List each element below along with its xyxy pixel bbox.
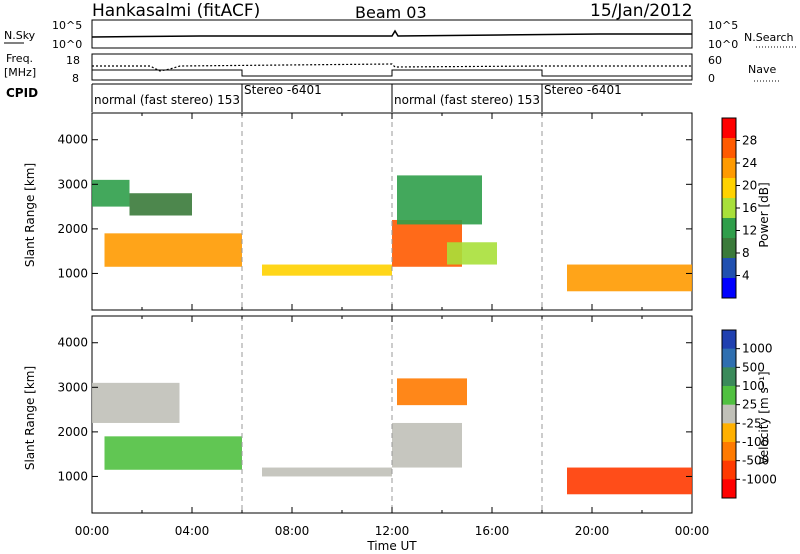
freq-label-1: Freq. [6, 52, 33, 65]
data-region [104, 233, 242, 267]
colorbar-tick-label: 8 [742, 246, 750, 260]
x-tick-label: 08:00 [275, 524, 310, 538]
data-region [92, 382, 180, 423]
colorbar-tick-label: -25 [742, 416, 762, 430]
cpid-row: normal (fast stereo) 153 Stereo -6401 norm… [91, 83, 692, 112]
y-axis-label-power: Slant Range [km] [23, 163, 37, 267]
colorbar-tick-label: -1000 [742, 472, 777, 486]
cpid-segment-label: Stereo -6401 [544, 83, 622, 97]
colorbar-swatch [722, 178, 736, 199]
y-tick-label: 3000 [57, 380, 88, 394]
cpid-segment-label: normal (fast stereo) 153 [394, 93, 540, 107]
nsky-label: N.Sky [4, 29, 36, 42]
colorbar-swatch [722, 118, 736, 139]
beam-title: Beam 03 [355, 3, 427, 22]
data-region [567, 467, 692, 495]
velocity-panel: 4000 3000 2000 1000 [57, 315, 693, 514]
data-region [129, 193, 192, 216]
y-tick-label: 3000 [57, 177, 88, 191]
y-tick-label: 1000 [57, 469, 88, 483]
y-tick-label: 4000 [57, 133, 88, 147]
x-tick-label: 12:00 [375, 524, 410, 538]
data-region [104, 436, 242, 470]
colorbar-tick-label: 20 [742, 179, 757, 193]
colorbar-swatch [722, 386, 736, 406]
nsky-trace [91, 29, 692, 38]
colorbar-swatch [722, 258, 736, 279]
colorbar-tick-label: 28 [742, 134, 757, 148]
freq-label-2: [MHz] [4, 66, 36, 79]
nsearch-tick-high: 10^5 [708, 19, 738, 32]
nsearch-label: N.Search [744, 31, 794, 44]
x-tick-label: 16:00 [475, 524, 510, 538]
y-tick-label: 2000 [57, 222, 88, 236]
freq-tick-high: 18 [66, 54, 80, 67]
nave-tick-low: 0 [708, 72, 715, 85]
colorbar-tick-label: 16 [742, 201, 757, 215]
colorbar-tick-label: -500 [742, 454, 769, 468]
data-region [567, 264, 692, 292]
freq-tick-low: 8 [72, 72, 79, 85]
colorbar-swatch [722, 348, 736, 368]
y-tick-label: 1000 [57, 266, 88, 280]
data-region [447, 242, 497, 265]
nave-label: Nave [748, 63, 776, 76]
colorbar-tick-label: 100 [742, 379, 765, 393]
colorbar-swatch [722, 238, 736, 259]
colorbar-tick-label: 12 [742, 224, 757, 238]
power-panel: 4000 3000 2000 1000 [57, 112, 693, 311]
x-tick-label: 00:00 [75, 524, 110, 538]
station-title: Hankasalmi (fitACF) [92, 1, 260, 21]
data-region [262, 264, 392, 276]
colorbar-tick-label: -100 [742, 435, 769, 449]
colorbar-swatch [722, 158, 736, 179]
x-axis-label: Time UT [366, 539, 417, 553]
y-axis-label-velocity: Slant Range [km] [23, 366, 37, 470]
nsky-tick-low: 10^0 [52, 38, 82, 51]
data-region [92, 179, 130, 207]
colorbar-tick-label: 24 [742, 156, 757, 170]
y-tick-label: 2000 [57, 425, 88, 439]
data-region [397, 378, 467, 406]
x-tick-label: 04:00 [175, 524, 210, 538]
colorbar-swatch [722, 367, 736, 387]
colorbar-swatch [722, 330, 736, 350]
nsearch-tick-low: 10^0 [708, 38, 738, 51]
x-axis: 00:00 04:00 08:00 12:00 16:00 20:00 00:00 [75, 524, 710, 538]
colorbar-swatch [722, 479, 736, 499]
nsky-tick-high: 10^5 [52, 19, 82, 32]
colorbar-tick-label: 25 [742, 398, 757, 412]
colorbar-swatch [722, 423, 736, 443]
nave-tick-high: 60 [708, 54, 722, 67]
cpid-segment-label: normal (fast stereo) 153 [94, 93, 240, 107]
power-colorbar: 28 24 20 16 12 8 4 [721, 117, 757, 299]
cpid-segment-label: Stereo -6401 [244, 83, 322, 97]
colorbar-swatch [722, 460, 736, 480]
colorbar-tick-label: 4 [742, 269, 750, 283]
colorbar-swatch [722, 198, 736, 219]
colorbar-swatch [722, 138, 736, 159]
x-tick-label: 20:00 [575, 524, 610, 538]
data-region [262, 467, 392, 477]
colorbar-swatch [722, 218, 736, 239]
colorbar-swatch [722, 404, 736, 424]
freq-trace [92, 69, 692, 77]
velocity-colorbar-label: Velocity [m s⁻¹] [757, 371, 771, 464]
date-title: 15/Jan/2012 [590, 1, 693, 21]
nave-trace [92, 63, 692, 72]
freq-panel [91, 53, 693, 81]
colorbar-swatch [722, 442, 736, 462]
cpid-label: CPID [6, 86, 38, 100]
velocity-colorbar: 1000 500 100 25 -25 -100 -500 -1000 [721, 329, 777, 499]
colorbar-swatch [722, 278, 736, 299]
y-tick-label: 4000 [57, 336, 88, 350]
data-region [392, 422, 462, 468]
colorbar-tick-label: 500 [742, 360, 765, 374]
x-tick-label: 00:00 [675, 524, 710, 538]
data-region [397, 175, 482, 225]
colorbar-tick-label: 1000 [742, 342, 773, 356]
power-colorbar-label: Power [dB] [757, 182, 771, 247]
